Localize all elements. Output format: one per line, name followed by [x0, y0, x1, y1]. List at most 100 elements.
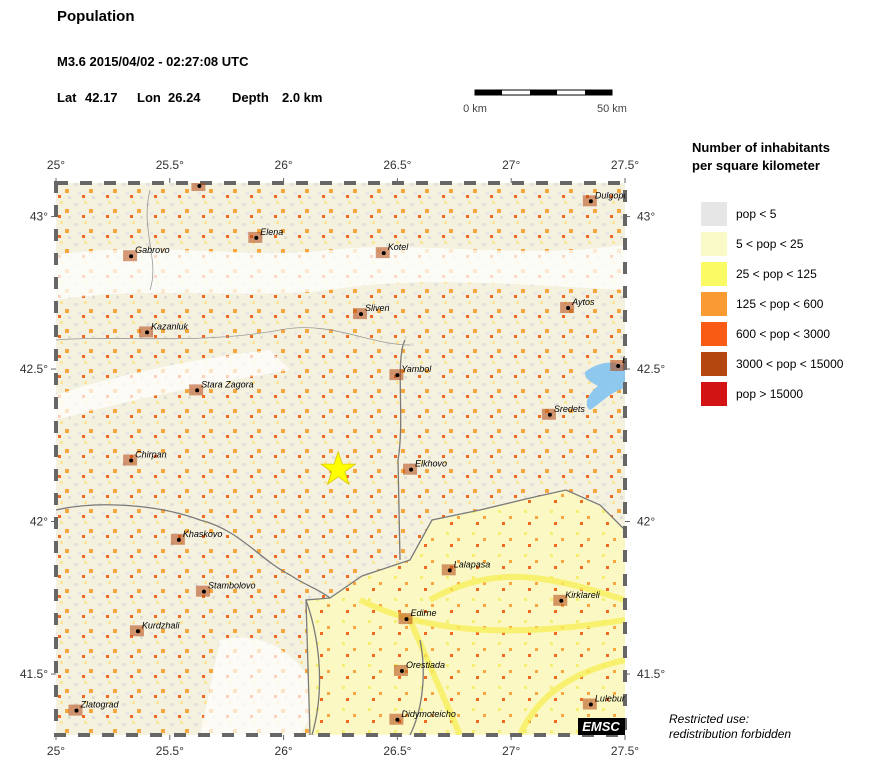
legend-swatch [701, 322, 727, 346]
lon-value: 26.24 [168, 90, 201, 105]
city-dot [409, 467, 414, 472]
y-tick-label: 42.5° [637, 362, 665, 376]
lat-value: 42.17 [85, 90, 118, 105]
city-label: Lalapasa [454, 559, 491, 569]
legend-items: pop < 5 5 < pop < 25 25 < pop < 125 125 < p… [701, 202, 844, 406]
y-tick-label: 43° [30, 210, 48, 224]
city-label: Luleburgaz [595, 694, 640, 704]
city-label: Stara Zagora [201, 379, 254, 389]
y-tick-label: 42° [637, 515, 655, 529]
note: Restricted use: [669, 712, 749, 726]
city-label: Elkhovo [415, 459, 447, 469]
y-tick-label: 42.5° [20, 362, 48, 376]
epicenter [319, 450, 357, 486]
event-info: M3.6 2015/04/02 - 02:27:08 UTC [57, 54, 249, 69]
city-label: Sredets [554, 404, 586, 414]
legend-label: 125 < pop < 600 [736, 297, 824, 311]
y-tick-label: 41.5° [637, 667, 665, 681]
city-dot [588, 702, 593, 707]
city-dot [129, 458, 134, 463]
logo-bg [578, 718, 625, 735]
legend-swatch [701, 382, 727, 406]
cities: Veliko Tarnovo Gabrovo Elena Kotel Dulgopol K… [68, 175, 651, 725]
city-dot [74, 708, 79, 713]
x-tick-label: 27° [502, 744, 520, 758]
city-label: Burgas [622, 355, 651, 365]
note: redistribution forbidden [669, 727, 791, 741]
city-label: Kirklareli [565, 590, 601, 600]
legend-swatch [701, 262, 727, 286]
city-dot [588, 199, 593, 204]
x-tick-label: 25.5° [156, 158, 184, 172]
city-label: Stambolovo [208, 581, 256, 591]
legend-label: 25 < pop < 125 [736, 267, 817, 281]
y-tick-label: 41.5° [20, 667, 48, 681]
city-label: Sliven [365, 303, 390, 313]
lon-label: Lon [137, 90, 161, 105]
city-dot [616, 363, 621, 368]
city-label: Khaskovo [183, 529, 223, 539]
title: Population [57, 8, 135, 25]
map-layer: 25° 25° 25.5° 25.5° 26° 26° 26.5° 26.5° 27° 27° 27… [20, 158, 666, 758]
x-tick-label: 26.5° [383, 158, 411, 172]
x-tick-label: 26° [275, 158, 293, 172]
city-label: Yambol [401, 364, 432, 374]
x-tick-label: 27° [502, 158, 520, 172]
city-label: Elena [260, 227, 283, 237]
city-label: Gabrovo [135, 245, 170, 255]
legend-title: Number of inhabitants [692, 140, 830, 155]
city-label: Zlatograd [79, 700, 119, 710]
city-dot [197, 184, 202, 189]
city-dot [395, 373, 400, 378]
city-label: Kurdzhali [142, 620, 181, 630]
city-dot [195, 388, 200, 393]
scale-start: 0 km [463, 103, 487, 115]
city-label: Orestiada [406, 660, 445, 670]
city-dot [566, 306, 571, 311]
city-dot [399, 668, 404, 673]
legend: Number of inhabitants per square kilomet… [692, 140, 844, 406]
city-dot [135, 629, 140, 634]
x-tick-label: 25° [47, 744, 65, 758]
x-tick-label: 27.5° [611, 158, 639, 172]
y-tick-label: 43° [637, 210, 655, 224]
city-dot [129, 254, 134, 259]
legend-label: pop < 5 [736, 207, 777, 221]
city-dot [395, 717, 400, 722]
city-label: Veliko Tarnovo [203, 175, 262, 185]
lat-label: Lat [57, 90, 77, 105]
x-tick-label: 25° [47, 158, 65, 172]
city-dot [254, 235, 259, 240]
y-tick-label: 42° [30, 515, 48, 529]
city-label: Aytos [571, 297, 595, 307]
city-label: Dulgopol [595, 190, 632, 200]
legend-label: 600 < pop < 3000 [736, 327, 830, 341]
city-dot [547, 412, 552, 417]
legend-title: per square kilometer [692, 158, 820, 173]
legend-swatch [701, 202, 727, 226]
city-label: Chirpan [135, 450, 167, 460]
logo: EMSC [582, 719, 620, 734]
x-tick-label: 26° [275, 744, 293, 758]
x-tick-label: 27.5° [611, 744, 639, 758]
city-dot [358, 312, 363, 317]
depth-label: Depth [232, 90, 269, 105]
legend-swatch [701, 292, 727, 316]
scale-bar: 0 km 50 km [463, 89, 627, 115]
scale-end: 50 km [597, 103, 627, 115]
x-tick-label: 25.5° [156, 744, 184, 758]
map-frame [54, 181, 627, 737]
city-label: Kotel [388, 242, 410, 252]
city-dot [559, 598, 564, 603]
city-dot [447, 568, 452, 573]
city-dot [404, 617, 409, 622]
city-label: Didymoteicho [401, 709, 456, 719]
city-dot [176, 537, 181, 542]
city-dot [201, 589, 206, 594]
city-dot [381, 251, 386, 256]
city-label: Kazanluk [151, 321, 189, 331]
depth-value: 2.0 km [282, 90, 322, 105]
legend-label: pop > 15000 [736, 387, 803, 401]
x-tick-label: 26.5° [383, 744, 411, 758]
